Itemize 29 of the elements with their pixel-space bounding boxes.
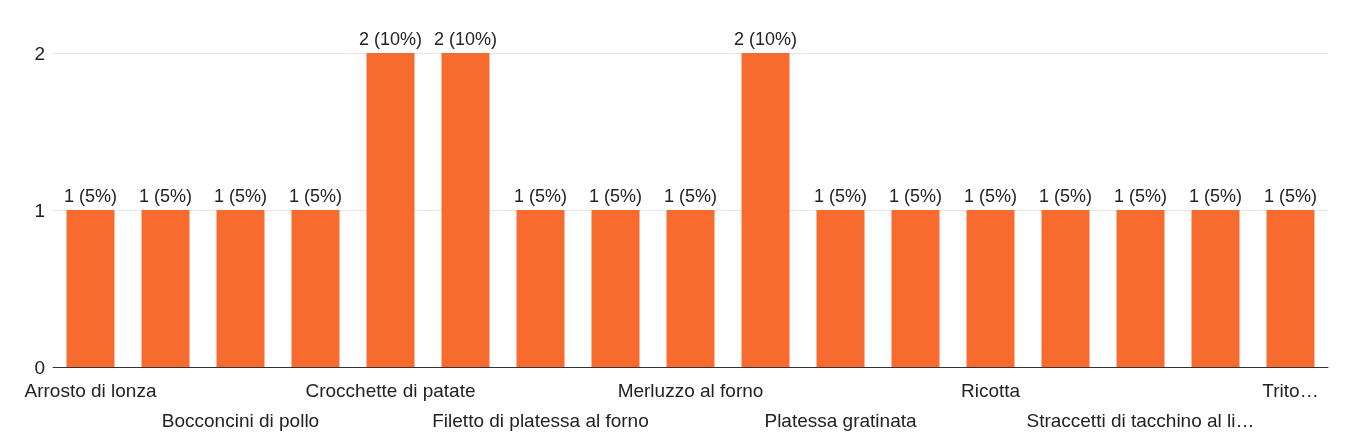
data-label: 1 (5%) bbox=[588, 186, 643, 206]
data-label: 1 (5%) bbox=[1263, 186, 1318, 206]
data-label: 1 (5%) bbox=[138, 186, 193, 206]
y-tick-label: 1 bbox=[34, 199, 45, 221]
data-label: 2 (10%) bbox=[733, 29, 798, 49]
x-tick-label: Platessa gratinata bbox=[764, 409, 917, 431]
x-tick-label: Ricotta bbox=[960, 379, 1021, 401]
data-label: 1 (5%) bbox=[813, 186, 868, 206]
data-label: 1 (5%) bbox=[513, 186, 568, 206]
data-label: 1 (5%) bbox=[963, 186, 1018, 206]
x-tick-label: Filetto di platessa al forno bbox=[432, 409, 649, 431]
data-label: 1 (5%) bbox=[1113, 186, 1168, 206]
data-label: 1 (5%) bbox=[63, 186, 118, 206]
data-label: 2 (10%) bbox=[358, 29, 423, 49]
y-tick-label: 2 bbox=[34, 42, 45, 64]
data-label: 1 (5%) bbox=[888, 186, 943, 206]
data-label: 2 (10%) bbox=[433, 29, 498, 49]
y-tick-label: 0 bbox=[34, 356, 45, 378]
x-tick-label: Arrosto di lonza bbox=[24, 379, 157, 401]
x-tick-label: Bocconcini di pollo bbox=[161, 409, 320, 431]
data-label: 1 (5%) bbox=[213, 186, 268, 206]
x-tick-label: Straccetti di tacchino al li… bbox=[1026, 409, 1255, 431]
data-label: 1 (5%) bbox=[288, 186, 343, 206]
data-label: 1 (5%) bbox=[1038, 186, 1093, 206]
data-label: 1 (5%) bbox=[663, 186, 718, 206]
data-label: 1 (5%) bbox=[1188, 186, 1243, 206]
x-tick-label: Crocchette di patate bbox=[305, 379, 476, 401]
x-tick-label: Trito… bbox=[1262, 379, 1319, 401]
x-tick-label: Merluzzo al forno bbox=[617, 379, 764, 401]
